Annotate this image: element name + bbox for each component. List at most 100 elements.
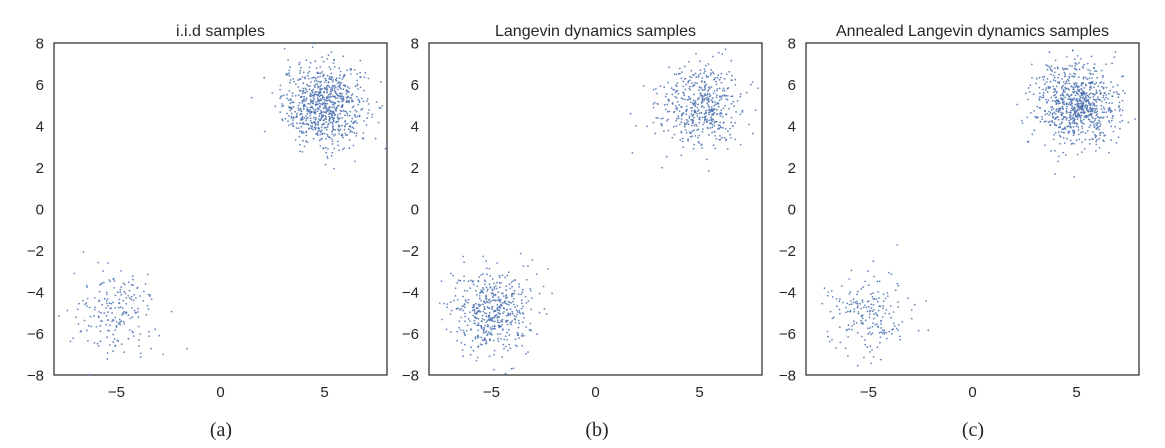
scatter-point <box>662 117 664 120</box>
scatter-point <box>729 127 731 130</box>
scatter-point <box>1072 72 1075 75</box>
scatter-point <box>351 93 354 95</box>
scatter-point <box>1094 105 1096 107</box>
scatter-point <box>1115 142 1118 144</box>
scatter-point <box>675 96 678 99</box>
scatter-point <box>359 86 362 89</box>
scatter-point <box>709 127 712 129</box>
scatter-point <box>339 86 342 89</box>
scatter-point <box>1073 176 1075 178</box>
scatter-point <box>501 302 504 304</box>
scatter-point <box>291 95 294 97</box>
scatter-point <box>1073 82 1075 85</box>
scatter-point <box>1076 86 1079 89</box>
scatter-point <box>703 86 706 89</box>
scatter-point <box>361 97 363 100</box>
scatter-point <box>1039 95 1041 98</box>
scatter-point <box>114 344 117 347</box>
scatter-point <box>315 67 318 69</box>
scatter-point <box>316 83 319 85</box>
scatter-point <box>464 315 466 318</box>
scatter-point <box>517 293 520 295</box>
scatter-point <box>318 95 321 98</box>
scatter-point <box>320 99 323 102</box>
scatter-point <box>279 88 281 91</box>
scatter-point <box>501 318 504 321</box>
scatter-point <box>1099 131 1101 134</box>
scatter-point <box>88 306 91 309</box>
scatter-point <box>1035 82 1037 85</box>
scatter-point <box>318 127 321 130</box>
scatter-point <box>484 283 486 286</box>
scatter-point <box>1070 94 1073 97</box>
scatter-point <box>323 90 326 93</box>
scatter-point <box>692 103 695 106</box>
scatter-point <box>705 109 708 112</box>
scatter-point <box>734 138 737 141</box>
scatter-point <box>710 110 713 113</box>
scatter-point <box>839 298 841 300</box>
scatter-point <box>346 112 349 115</box>
scatter-point <box>684 98 686 101</box>
scatter-point <box>328 136 331 139</box>
scatter-point <box>291 101 294 104</box>
scatter-point <box>701 100 704 103</box>
scatter-point <box>300 110 303 112</box>
scatter-point <box>688 115 691 118</box>
scatter-point <box>851 328 853 331</box>
scatter-point <box>883 329 886 332</box>
scatter-point <box>316 110 319 113</box>
scatter-point <box>309 98 312 101</box>
scatter-point <box>682 146 685 149</box>
scatter-point <box>331 126 334 128</box>
scatter-point <box>1104 134 1106 137</box>
scatter-point <box>856 306 859 309</box>
scatter-point <box>907 297 909 300</box>
scatter-point <box>338 92 341 95</box>
scatter-point <box>864 339 866 341</box>
scatter-point <box>507 271 510 274</box>
scatter-point <box>1055 108 1058 110</box>
scatter-point <box>1075 125 1078 127</box>
scatter-point <box>1100 69 1103 72</box>
scatter-point <box>288 74 291 77</box>
scatter-point <box>846 302 849 305</box>
scatter-point <box>886 295 889 297</box>
scatter-point <box>876 323 878 325</box>
scatter-point <box>341 148 344 151</box>
scatter-point <box>375 101 378 103</box>
y-tick-label: 6 <box>788 77 796 94</box>
scatter-point <box>1082 111 1084 114</box>
scatter-point <box>325 118 327 121</box>
scatter-point <box>84 303 87 306</box>
scatter-point <box>120 314 123 316</box>
scatter-point <box>1075 63 1078 65</box>
scatter-point <box>483 312 486 314</box>
scatter-point <box>485 315 488 318</box>
scatter-point <box>330 72 333 75</box>
scatter-point <box>334 129 337 131</box>
scatter-point <box>331 121 334 124</box>
scatter-point <box>729 133 732 136</box>
scatter-point <box>118 321 121 324</box>
scatter-point <box>341 116 344 119</box>
scatter-point <box>1054 90 1056 92</box>
scatter-point <box>832 316 835 319</box>
scatter-point <box>346 86 349 88</box>
scatter-point <box>1102 132 1105 134</box>
scatter-point <box>355 95 358 98</box>
scatter-point <box>342 136 344 139</box>
scatter-point <box>700 87 703 89</box>
scatter-point <box>697 103 700 106</box>
scatter-point <box>511 312 514 315</box>
scatter-point <box>1054 79 1057 82</box>
scatter-point <box>341 97 344 100</box>
scatter-point <box>506 319 509 322</box>
scatter-point <box>319 75 321 78</box>
scatter-point <box>523 316 525 319</box>
scatter-point <box>490 292 493 295</box>
scatter-point <box>324 102 327 105</box>
scatter-point <box>471 306 474 309</box>
scatter-point <box>1076 105 1079 108</box>
scatter-point <box>719 135 721 137</box>
